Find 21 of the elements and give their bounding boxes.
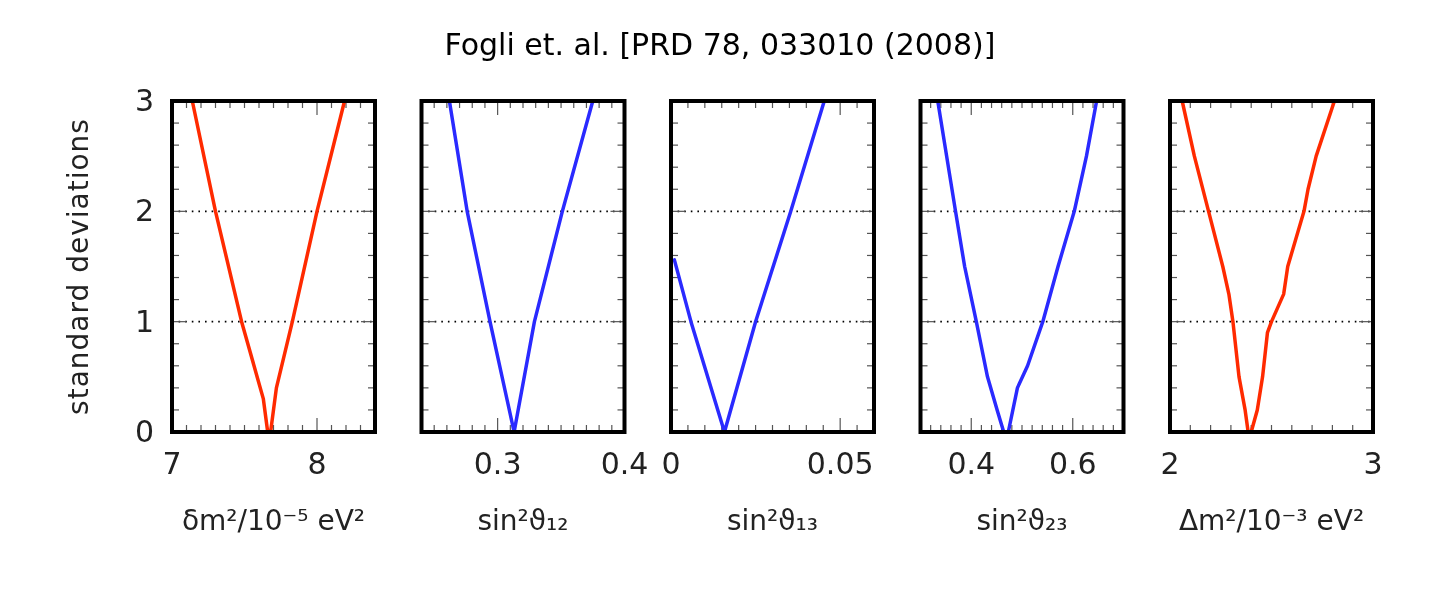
y-tick-label: 0 [134, 414, 154, 449]
x-axis-title: sin²ϑ₁₃ [726, 504, 819, 537]
x-axis-title: sin²ϑ₁₂ [477, 504, 569, 537]
x-tick-label: 7 [162, 446, 182, 481]
x-axis-title: Δm²/10⁻³ eV² [1178, 504, 1365, 537]
x-axis-title: δm²/10⁻⁵ eV² [181, 504, 366, 537]
chart-title: Fogli et. al. [PRD 78, 033010 (2008)] [444, 27, 996, 62]
x-tick-label: 8 [307, 446, 327, 481]
x-tick-label: 3 [1363, 446, 1383, 481]
x-tick-label: 0.4 [600, 446, 649, 481]
x-tick-label: 0.05 [806, 446, 874, 481]
x-tick-label: 0.6 [1048, 446, 1097, 481]
x-tick-label: 0.3 [473, 446, 522, 481]
y-tick-label: 3 [134, 83, 154, 118]
y-axis-title: standard deviations [62, 118, 95, 415]
x-tick-label: 0 [661, 446, 681, 481]
y-tick-label: 1 [134, 303, 154, 339]
x-tick-label: 0.4 [947, 446, 996, 481]
x-axis-title: sin²ϑ₂₃ [976, 504, 1068, 537]
y-tick-label: 2 [134, 193, 154, 229]
x-tick-label: 2 [1160, 446, 1180, 481]
